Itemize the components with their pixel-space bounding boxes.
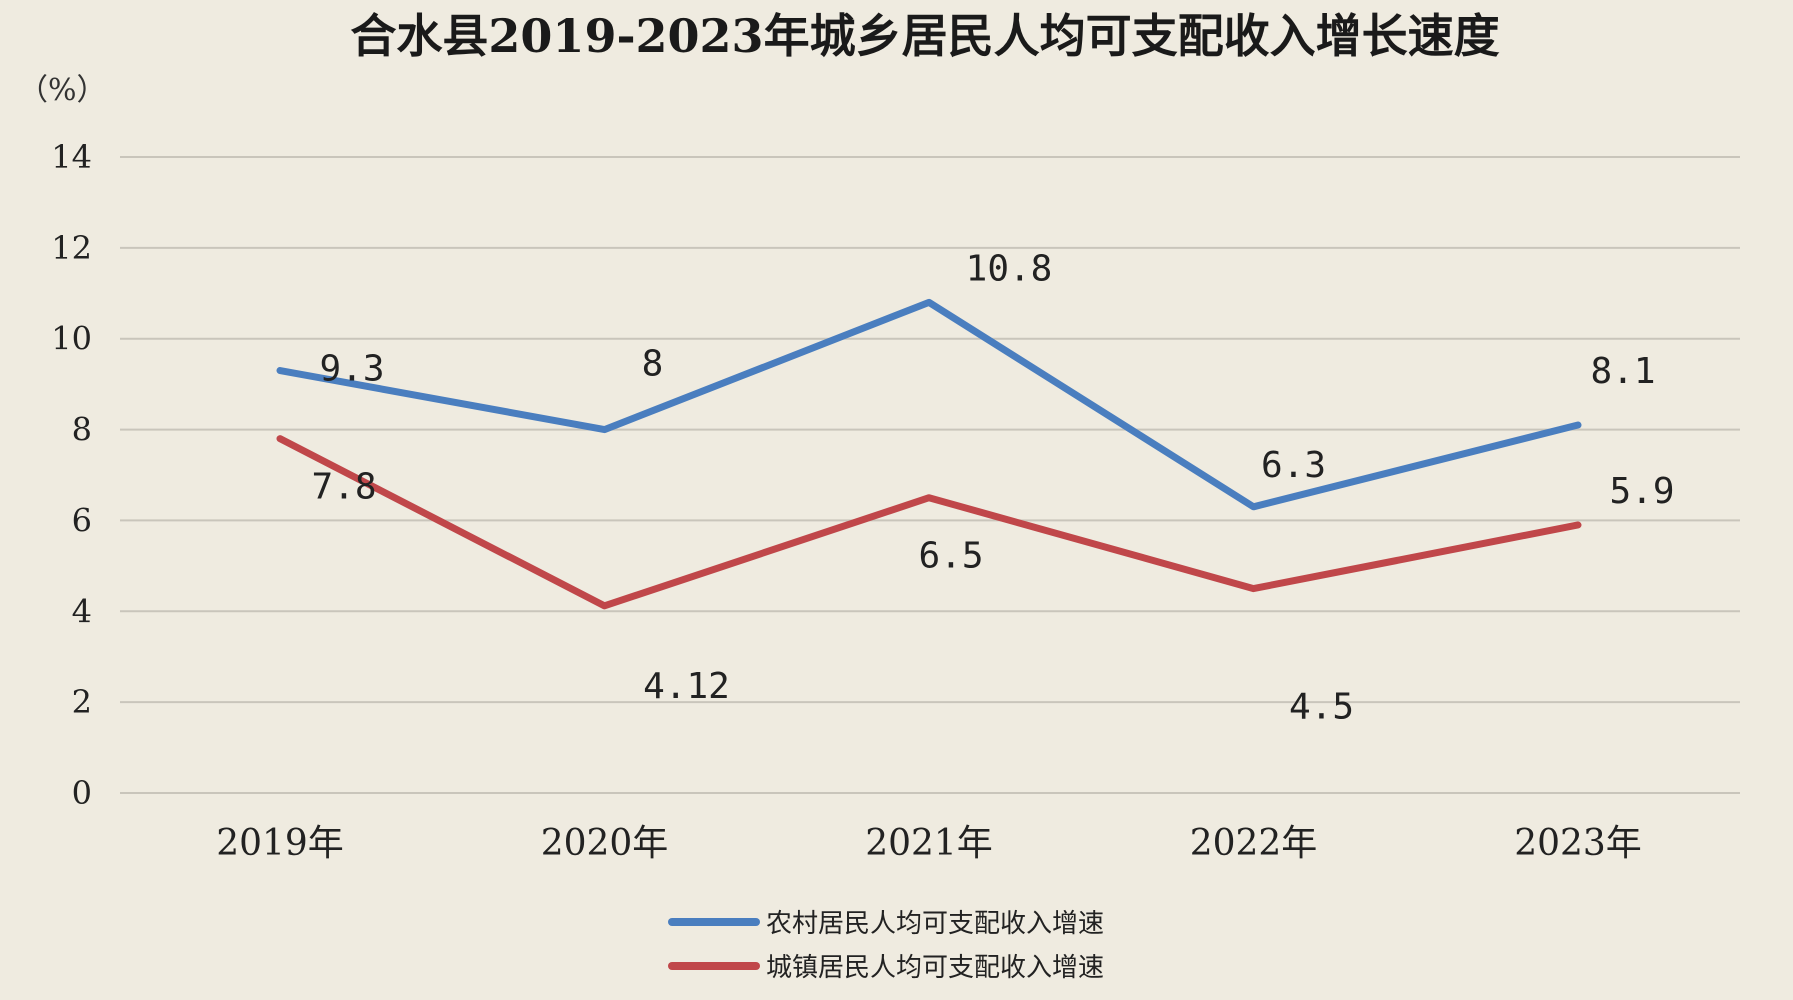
y-tick-label: 4 xyxy=(72,592,92,630)
x-tick-label: 2022年 xyxy=(1190,823,1318,864)
gridlines xyxy=(120,156,1740,794)
y-axis-ticks: 0 2 4 6 8 10 12 14 xyxy=(51,138,92,812)
y-tick-label: 6 xyxy=(72,501,92,539)
y-tick-label: 14 xyxy=(51,138,92,176)
data-label: 4.5 xyxy=(1289,687,1354,728)
data-label: 9.3 xyxy=(319,349,384,390)
x-axis-ticks: 2019年 2020年 2021年 2022年 2023年 xyxy=(216,823,1642,864)
data-label: 6.5 xyxy=(918,536,983,577)
data-labels: 9.3 8 10.8 6.3 8.1 7.8 4.12 6.5 4.5 5.9 xyxy=(311,248,1674,727)
legend-label: 农村居民人均可支配收入增速 xyxy=(766,909,1104,939)
y-tick-label: 8 xyxy=(72,411,92,449)
y-tick-label: 10 xyxy=(51,320,92,358)
x-tick-label: 2020年 xyxy=(541,823,669,864)
data-label: 8.1 xyxy=(1590,351,1655,392)
legend-label: 城镇居民人均可支配收入增速 xyxy=(766,953,1104,983)
y-tick-label: 12 xyxy=(51,229,92,267)
chart-title: 合水县2019-2023年城乡居民人均可支配收入增长速度 xyxy=(350,9,1499,63)
data-label: 8 xyxy=(642,344,664,385)
x-tick-label: 2023年 xyxy=(1514,823,1642,864)
y-axis-unit-label: （%） xyxy=(18,73,107,108)
data-label: 10.8 xyxy=(966,248,1053,289)
y-tick-label: 0 xyxy=(72,774,92,812)
data-label: 6.3 xyxy=(1261,445,1326,486)
data-label: 4.12 xyxy=(643,666,730,707)
y-tick-label: 2 xyxy=(72,683,92,721)
data-label: 7.8 xyxy=(311,467,376,508)
series-line-1 xyxy=(276,298,1582,511)
x-tick-label: 2019年 xyxy=(216,823,344,864)
x-tick-label: 2021年 xyxy=(865,823,993,864)
series-line-2 xyxy=(276,435,1582,610)
data-label: 5.9 xyxy=(1609,471,1674,512)
series-lines xyxy=(276,298,1582,610)
